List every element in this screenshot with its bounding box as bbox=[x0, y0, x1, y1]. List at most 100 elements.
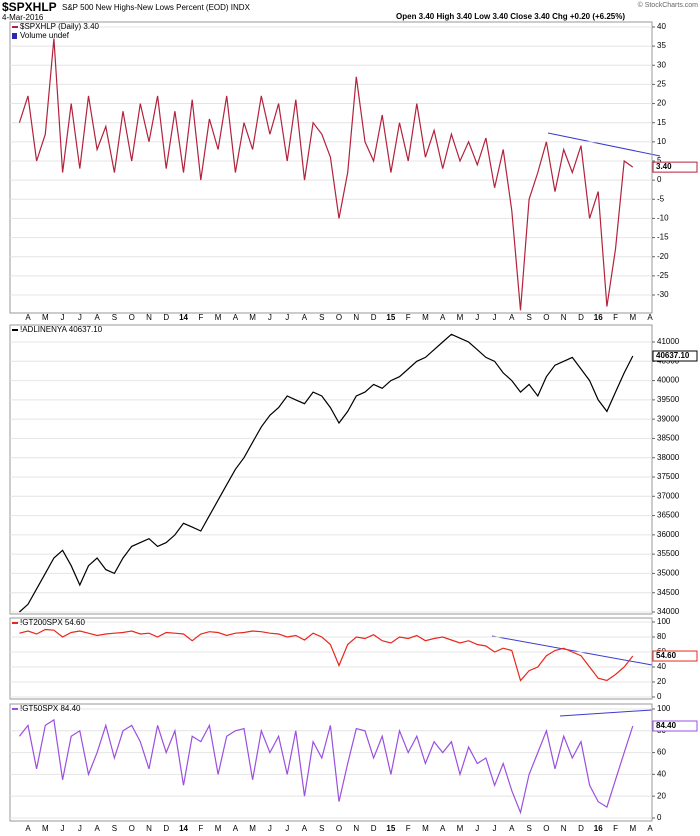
x-tick-label: D bbox=[371, 313, 377, 322]
y-tick-label: 20 bbox=[657, 791, 666, 800]
panel-frame bbox=[9, 324, 653, 615]
x-tick-label: J bbox=[268, 313, 272, 322]
y-tick-label: 36500 bbox=[657, 511, 680, 520]
x-tick-label: A bbox=[25, 824, 31, 833]
x-tick-label: A bbox=[509, 313, 515, 322]
x-tick-label: F bbox=[613, 824, 618, 833]
x-tick-label: M bbox=[422, 824, 429, 833]
y-tick-label: -20 bbox=[657, 252, 669, 261]
x-tick-label: M bbox=[215, 313, 222, 322]
date: 4-Mar-2016 bbox=[2, 13, 44, 22]
last-value-label: 3.40 bbox=[656, 162, 672, 171]
panel-frame bbox=[9, 703, 653, 822]
x-tick-label: O bbox=[336, 824, 342, 833]
x-tick-label: S bbox=[112, 313, 117, 322]
x-tick-label: J bbox=[493, 824, 497, 833]
x-tick-label: N bbox=[353, 824, 359, 833]
y-tick-label: 36000 bbox=[657, 530, 680, 539]
x-tick-label: S bbox=[319, 824, 324, 833]
x-tick-label: A bbox=[25, 313, 31, 322]
x-tick-label: D bbox=[163, 313, 169, 322]
x-tick-label: A bbox=[647, 313, 653, 322]
x-tick-label: F bbox=[613, 313, 618, 322]
x-tick-label: M bbox=[422, 313, 429, 322]
x-tick-label: 15 bbox=[386, 824, 395, 833]
x-tick-label: O bbox=[336, 313, 342, 322]
x-tick-label: D bbox=[578, 824, 584, 833]
x-tick-label: J bbox=[61, 824, 65, 833]
y-tick-label: -30 bbox=[657, 290, 669, 299]
x-tick-label: A bbox=[440, 824, 446, 833]
legend-label: !GT200SPX 54.60 bbox=[20, 618, 85, 627]
x-tick-label: M bbox=[249, 824, 256, 833]
x-tick-label: M bbox=[629, 313, 636, 322]
x-tick-label: J bbox=[285, 313, 289, 322]
y-tick-label: 40 bbox=[657, 662, 666, 671]
x-tick-label: A bbox=[509, 824, 515, 833]
quote: Open 3.40 High 3.40 Low 3.40 Close 3.40 … bbox=[396, 12, 625, 21]
x-tick-label: O bbox=[129, 313, 135, 322]
y-tick-label: 100 bbox=[657, 704, 671, 713]
y-tick-label: -15 bbox=[657, 233, 669, 242]
x-tick-label: S bbox=[526, 313, 531, 322]
x-tick-label: O bbox=[129, 824, 135, 833]
chart-subtitle: S&P 500 New Highs-New Lows Percent (EOD)… bbox=[62, 3, 251, 12]
y-tick-label: 100 bbox=[657, 617, 671, 626]
y-tick-label: 35000 bbox=[657, 569, 680, 578]
x-tick-label: M bbox=[457, 313, 464, 322]
x-tick-label: J bbox=[268, 824, 272, 833]
x-tick-label: D bbox=[371, 824, 377, 833]
y-tick-label: 41000 bbox=[657, 337, 680, 346]
x-tick-label: 16 bbox=[594, 824, 603, 833]
y-tick-label: -10 bbox=[657, 214, 669, 223]
x-tick-label: F bbox=[198, 313, 203, 322]
y-tick-label: 20 bbox=[657, 99, 666, 108]
last-value-label: 54.60 bbox=[656, 651, 677, 660]
y-tick-label: -5 bbox=[657, 194, 665, 203]
trend-line bbox=[491, 635, 653, 666]
y-tick-label: 38500 bbox=[657, 434, 680, 443]
x-tick-label: J bbox=[493, 313, 497, 322]
x-tick-label: N bbox=[561, 313, 567, 322]
y-tick-label: 5 bbox=[657, 156, 662, 165]
last-value-label: 40637.10 bbox=[656, 351, 690, 360]
x-tick-label: O bbox=[543, 313, 549, 322]
y-tick-label: 20 bbox=[657, 677, 666, 686]
x-tick-label: M bbox=[42, 824, 49, 833]
x-tick-label: 14 bbox=[179, 313, 188, 322]
x-tick-label: A bbox=[302, 313, 308, 322]
x-tick-label: J bbox=[475, 824, 479, 833]
panel-frame bbox=[9, 21, 653, 314]
last-value-label: 84.40 bbox=[656, 721, 677, 730]
x-tick-label: M bbox=[249, 313, 256, 322]
x-tick-label: A bbox=[94, 824, 100, 833]
x-tick-label: D bbox=[578, 313, 584, 322]
series-line bbox=[18, 38, 634, 311]
y-tick-label: 40 bbox=[657, 22, 666, 31]
y-tick-label: 34500 bbox=[657, 588, 680, 597]
series-line bbox=[18, 718, 634, 815]
x-tick-label: A bbox=[647, 824, 653, 833]
y-tick-label: 80 bbox=[657, 632, 666, 641]
y-tick-label: 35500 bbox=[657, 549, 680, 558]
y-tick-label: 0 bbox=[657, 692, 662, 701]
last-value-tag bbox=[652, 350, 698, 362]
x-tick-label: M bbox=[42, 313, 49, 322]
last-value-tag bbox=[652, 650, 698, 662]
y-tick-label: 25 bbox=[657, 80, 666, 89]
x-tick-label: A bbox=[302, 824, 308, 833]
last-value-tag bbox=[652, 720, 698, 732]
x-tick-label: S bbox=[526, 824, 531, 833]
x-tick-label: N bbox=[561, 824, 567, 833]
x-tick-label: J bbox=[78, 824, 82, 833]
x-tick-label: N bbox=[146, 313, 152, 322]
y-tick-label: 39500 bbox=[657, 395, 680, 404]
credit: © StockCharts.com bbox=[638, 1, 699, 9]
y-tick-label: 30 bbox=[657, 60, 666, 69]
chart-title: $SPXHLP bbox=[2, 0, 57, 14]
legend-label: $SPXHLP (Daily) 3.40 bbox=[20, 22, 100, 31]
x-tick-label: D bbox=[163, 824, 169, 833]
x-tick-label: F bbox=[198, 824, 203, 833]
